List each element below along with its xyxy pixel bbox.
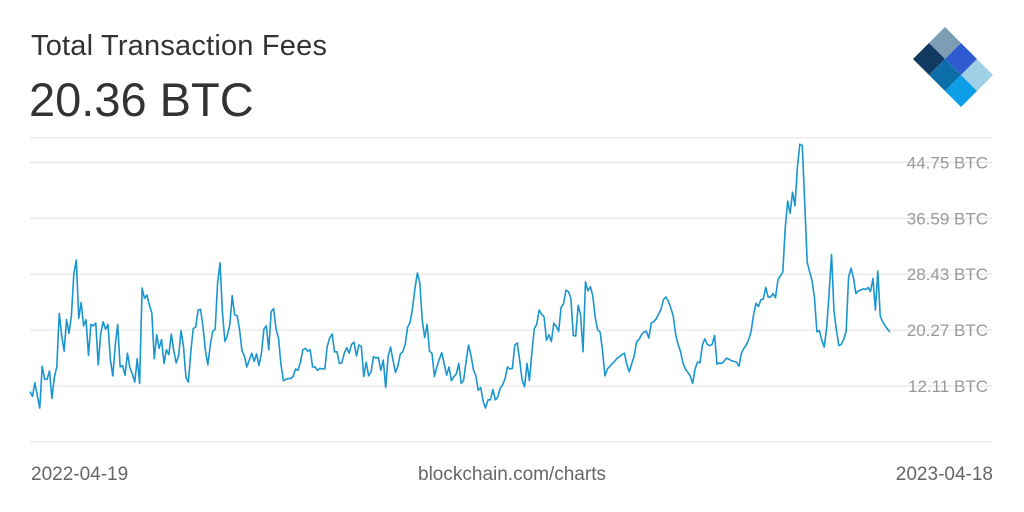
y-tick-label: 12.11 BTC [908, 377, 988, 396]
y-tick-label: 28.43 BTC [907, 265, 988, 284]
start-date: 2022-04-19 [31, 464, 129, 485]
y-axis-ticks: 12.11 BTC 20.27 BTC 28.43 BTC 36.59 BTC 44.7… [907, 153, 988, 396]
current-value: 20.36 BTC [29, 73, 254, 126]
end-date: 2023-04-18 [895, 464, 993, 485]
series-line-total-fees [29, 143, 891, 409]
y-tick-label: 36.59 BTC [907, 209, 988, 228]
y-tick-label: 20.27 BTC [907, 321, 988, 340]
grid-lines [30, 137, 992, 443]
chart-title: Total Transaction Fees [31, 30, 328, 62]
y-tick-label: 44.75 BTC [907, 153, 988, 172]
blockchain-logo-icon [913, 27, 993, 107]
source-link[interactable]: blockchain.com/charts [418, 464, 606, 485]
